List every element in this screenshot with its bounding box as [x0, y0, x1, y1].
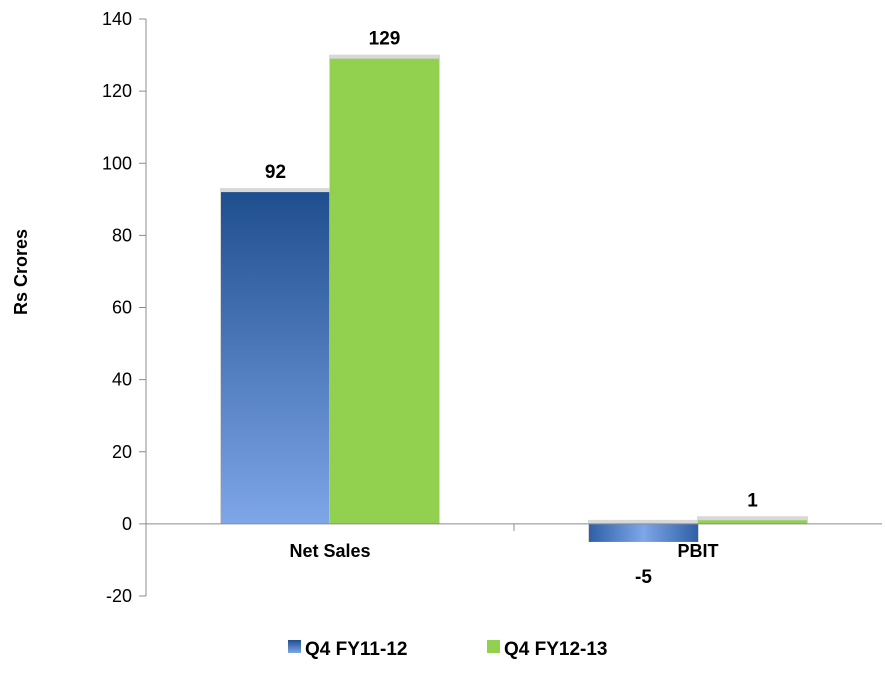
category-label: Net Sales — [289, 541, 370, 561]
data-label: 1 — [747, 490, 758, 511]
y-tick-label: 140 — [102, 9, 132, 29]
y-tick-label: 0 — [122, 514, 132, 534]
bars — [220, 54, 808, 542]
y-tick-label: 60 — [112, 298, 132, 318]
y-tick-label: -20 — [106, 586, 132, 606]
y-tick-label: 120 — [102, 81, 132, 101]
legend-label: Q4 FY12-13 — [504, 639, 608, 660]
axes — [145, 19, 882, 596]
y-axis: -20 0 20 40 60 80 100 120 140 — [102, 9, 146, 606]
y-tick-label: 40 — [112, 370, 132, 390]
data-label: -5 — [635, 567, 652, 588]
bar-q4-fy12-13 — [330, 58, 439, 524]
bar-shadow — [697, 516, 808, 524]
data-label: 92 — [265, 162, 286, 183]
category-label: PBIT — [677, 541, 718, 561]
legend-label: Q4 FY11-12 — [305, 639, 407, 660]
y-tick-label: 100 — [102, 153, 132, 173]
bar-q4-fy11-12 — [589, 523, 698, 542]
legend-swatch — [487, 640, 500, 653]
data-labels: 92 129 -5 1 — [265, 29, 758, 588]
legend: Q4 FY11-12 Q4 FY12-13 — [288, 639, 608, 660]
category-labels: Net Sales PBIT — [289, 541, 718, 561]
data-label: 129 — [369, 29, 401, 50]
y-tick-label: 80 — [112, 225, 132, 245]
bar-q4-fy11-12 — [221, 192, 330, 524]
y-axis-label: Rs Crores — [11, 229, 31, 315]
legend-swatch — [288, 640, 301, 653]
bar-q4-fy12-13 — [698, 520, 807, 524]
y-tick-label: 20 — [112, 442, 132, 462]
